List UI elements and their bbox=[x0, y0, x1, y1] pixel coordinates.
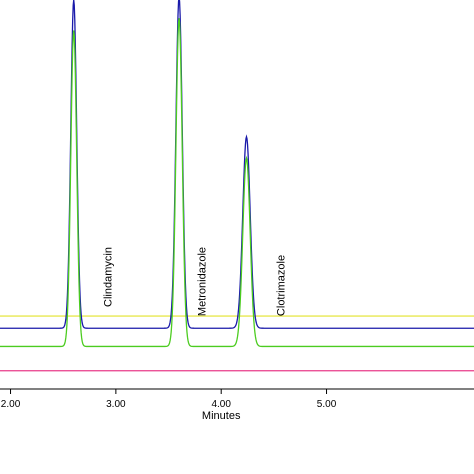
x-axis-ticks: 2.00 3.00 4.00 5.00 bbox=[1, 389, 337, 410]
x-tick-label: 2.00 bbox=[1, 399, 21, 410]
series-trace bbox=[0, 18, 474, 348]
x-tick-label: 3.00 bbox=[106, 399, 126, 410]
x-tick-label: 4.00 bbox=[211, 399, 231, 410]
x-axis-title: Minutes bbox=[202, 410, 241, 422]
x-tick-label: 5.00 bbox=[317, 399, 337, 410]
peak-label: Clotrimazole bbox=[275, 255, 287, 316]
peak-label: Metronidazole bbox=[196, 247, 208, 316]
peak-label: Clindamycin bbox=[103, 247, 115, 307]
series-layer bbox=[0, 0, 474, 372]
peak-labels: Clindamycin Metronidazole Clotrimazole bbox=[103, 247, 288, 316]
